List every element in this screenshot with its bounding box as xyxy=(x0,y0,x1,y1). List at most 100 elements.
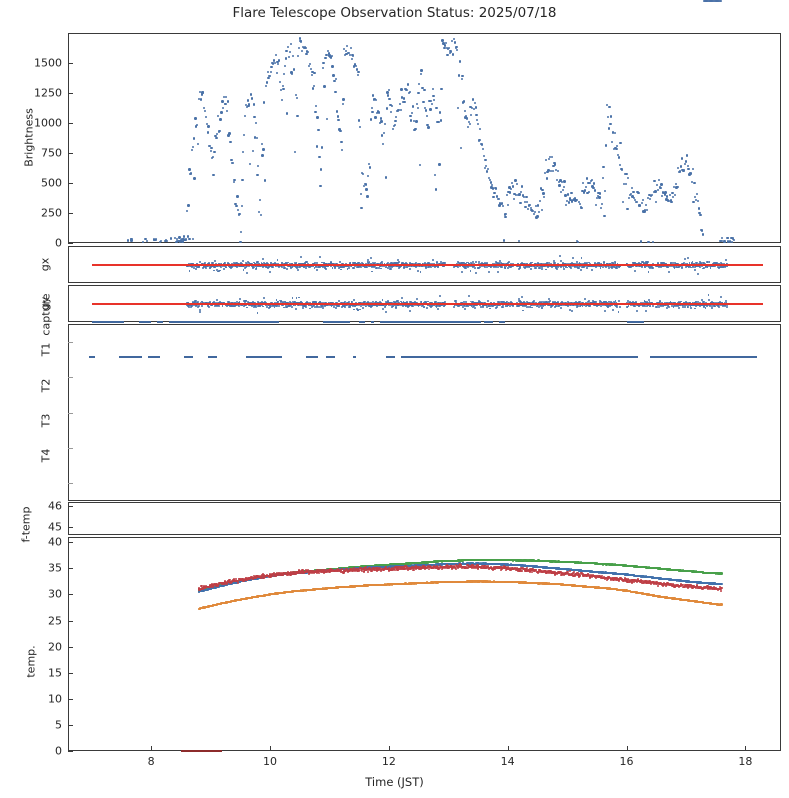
data-point xyxy=(477,139,480,143)
data-point xyxy=(636,309,639,312)
data-point xyxy=(336,115,339,118)
data-point xyxy=(541,188,544,192)
data-point xyxy=(625,173,628,176)
data-point xyxy=(239,262,242,265)
data-point xyxy=(387,94,390,97)
ytick-temp-35: 35 xyxy=(48,561,62,575)
data-point xyxy=(515,193,518,197)
data-point xyxy=(732,236,735,239)
data-point xyxy=(254,263,257,266)
data-point xyxy=(334,265,337,268)
data-point xyxy=(487,270,490,273)
data-point xyxy=(409,310,411,313)
data-point xyxy=(272,59,276,62)
data-point xyxy=(594,189,597,192)
data-point xyxy=(424,106,427,109)
data-point xyxy=(153,238,156,242)
data-point xyxy=(445,46,448,49)
data-point xyxy=(349,54,352,57)
ytick-brightness-mark xyxy=(68,243,73,244)
data-point xyxy=(193,177,196,180)
data-point xyxy=(264,262,267,265)
data-point xyxy=(245,105,249,109)
data-point xyxy=(670,201,673,204)
data-point xyxy=(241,260,244,263)
data-point xyxy=(435,107,438,110)
data-point xyxy=(218,129,221,132)
data-point xyxy=(235,261,238,264)
data-point xyxy=(339,130,342,133)
data-point xyxy=(262,261,265,264)
data-point xyxy=(372,94,375,97)
data-point xyxy=(154,238,157,241)
data-point xyxy=(616,305,619,308)
data-point xyxy=(178,236,181,239)
data-point xyxy=(352,55,355,58)
data-point xyxy=(351,262,354,265)
data-point xyxy=(290,71,293,74)
data-point xyxy=(505,212,508,215)
data-point xyxy=(639,240,643,243)
status-tickmark xyxy=(68,412,73,414)
ytick-temp-25: 25 xyxy=(48,614,62,627)
data-point xyxy=(464,116,467,119)
data-point xyxy=(244,266,247,269)
data-point xyxy=(525,196,528,199)
data-point xyxy=(508,186,511,189)
data-point xyxy=(447,47,451,50)
data-point xyxy=(394,119,397,123)
data-point xyxy=(560,180,564,183)
data-point xyxy=(622,182,626,185)
data-point xyxy=(286,45,290,49)
data-point xyxy=(627,176,630,179)
axis-label-time: Time (JST) xyxy=(365,775,424,789)
data-point xyxy=(646,196,649,199)
data-point xyxy=(503,213,506,216)
data-point xyxy=(381,134,384,137)
data-point xyxy=(719,0,722,3)
data-point xyxy=(562,186,565,189)
data-point xyxy=(425,114,428,117)
data-point xyxy=(368,166,372,169)
data-point xyxy=(329,261,332,264)
data-point xyxy=(335,110,339,113)
axis-label-temp: temp. xyxy=(24,645,38,678)
data-point xyxy=(400,88,403,91)
data-point xyxy=(297,55,300,58)
data-point xyxy=(367,162,371,165)
data-point xyxy=(488,179,492,182)
data-point xyxy=(633,196,636,200)
data-point xyxy=(343,47,346,51)
data-point xyxy=(676,185,679,189)
data-point xyxy=(567,201,570,204)
data-point xyxy=(286,268,289,271)
data-point xyxy=(695,192,699,195)
data-point xyxy=(594,204,598,207)
data-point xyxy=(253,115,256,119)
data-point xyxy=(726,240,729,243)
xtick-label-10: 10 xyxy=(263,755,278,768)
data-point xyxy=(453,38,456,41)
data-point xyxy=(640,201,643,205)
data-point xyxy=(543,195,546,199)
data-point xyxy=(201,267,204,270)
data-point xyxy=(276,60,279,64)
data-point xyxy=(650,194,654,197)
data-point xyxy=(626,208,629,211)
data-point xyxy=(309,266,312,269)
data-point xyxy=(214,266,217,269)
data-point xyxy=(591,185,594,188)
data-point xyxy=(330,54,333,57)
status-segment-capture xyxy=(139,320,152,324)
data-point xyxy=(348,51,351,55)
data-point xyxy=(601,176,604,180)
data-point xyxy=(271,265,274,268)
data-point xyxy=(430,103,434,106)
data-point xyxy=(487,177,491,180)
data-point xyxy=(442,42,445,45)
data-point xyxy=(470,107,474,110)
data-point xyxy=(408,267,411,270)
status-segment-capture xyxy=(371,320,374,324)
data-point xyxy=(669,199,672,202)
data-point xyxy=(317,128,320,132)
